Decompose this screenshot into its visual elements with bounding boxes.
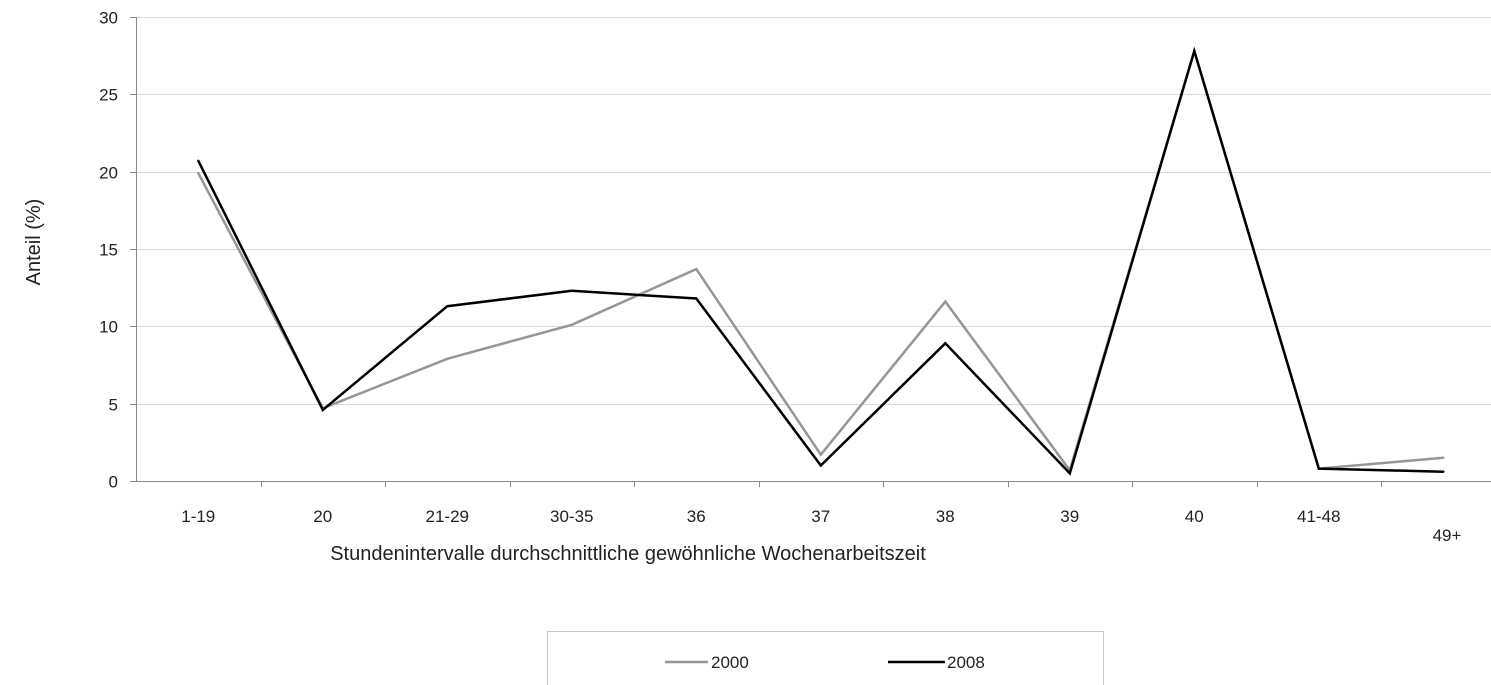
data-point-2008-30-35 [570,289,573,292]
y-tick-label: 20 [99,164,118,183]
data-point-2008-20 [321,408,324,412]
legend-box [547,631,1104,685]
data-point-2008-38 [944,342,947,345]
data-point-2000-21-29 [446,357,449,360]
x-tick-label: 20 [313,507,332,526]
legend-label-2000: 2000 [711,653,749,672]
x-axis-title: Stundenintervalle durchschnittliche gewö… [330,543,926,565]
series-line-2008 [197,46,1444,476]
legend-label-2008: 2008 [947,653,985,672]
data-point-2008-41-48 [1317,467,1321,470]
data-point-2008-37 [819,464,822,467]
data-point-2000-36 [695,267,698,271]
x-tick-label: 30-35 [550,507,593,526]
gridlines [136,17,1491,405]
data-point-2008-1-19 [197,159,200,162]
x-tick-label: 38 [936,507,955,526]
data-point-2008-21-29 [446,305,449,308]
y-tick-label: 5 [109,396,118,415]
data-point-2000-38 [944,300,947,303]
x-tick-label: 41-48 [1297,507,1340,526]
y-tick-labels: 0 5 10 15 20 25 30 [99,9,118,492]
data-point-2000-30-35 [570,323,573,326]
y-axis-title: Anteil (%) [23,199,45,286]
data-point-2000-1-19 [197,172,200,175]
x-tick-label: 1-19 [181,507,215,526]
y-tick-label: 25 [99,86,118,105]
legend: 2000 2008 [547,631,1104,685]
series-lines [197,46,1445,476]
data-point-2000-49+ [1442,456,1445,459]
y-tick-label: 0 [109,473,118,492]
y-tick-label: 30 [99,9,118,28]
data-point-2000-37 [819,453,822,456]
data-point-2008-36 [695,297,698,300]
y-tick-label: 10 [99,318,118,337]
x-tick-label: 39 [1060,507,1079,526]
y-tick-label: 15 [99,241,118,260]
x-tick-label: 37 [811,507,830,526]
x-tick-label: 40 [1185,507,1204,526]
x-tick-labels: 1-19 20 21-29 30-35 36 37 38 39 40 41-48 49+ [181,507,1461,545]
x-tick-label: 49+ [1433,526,1462,545]
data-point-2008-39 [1068,472,1072,475]
axes [130,17,1491,487]
data-point-2008-49+ [1442,470,1445,473]
x-tick-label: 36 [687,507,706,526]
data-point-2008-40 [1193,49,1196,53]
x-tick-label: 21-29 [426,507,469,526]
